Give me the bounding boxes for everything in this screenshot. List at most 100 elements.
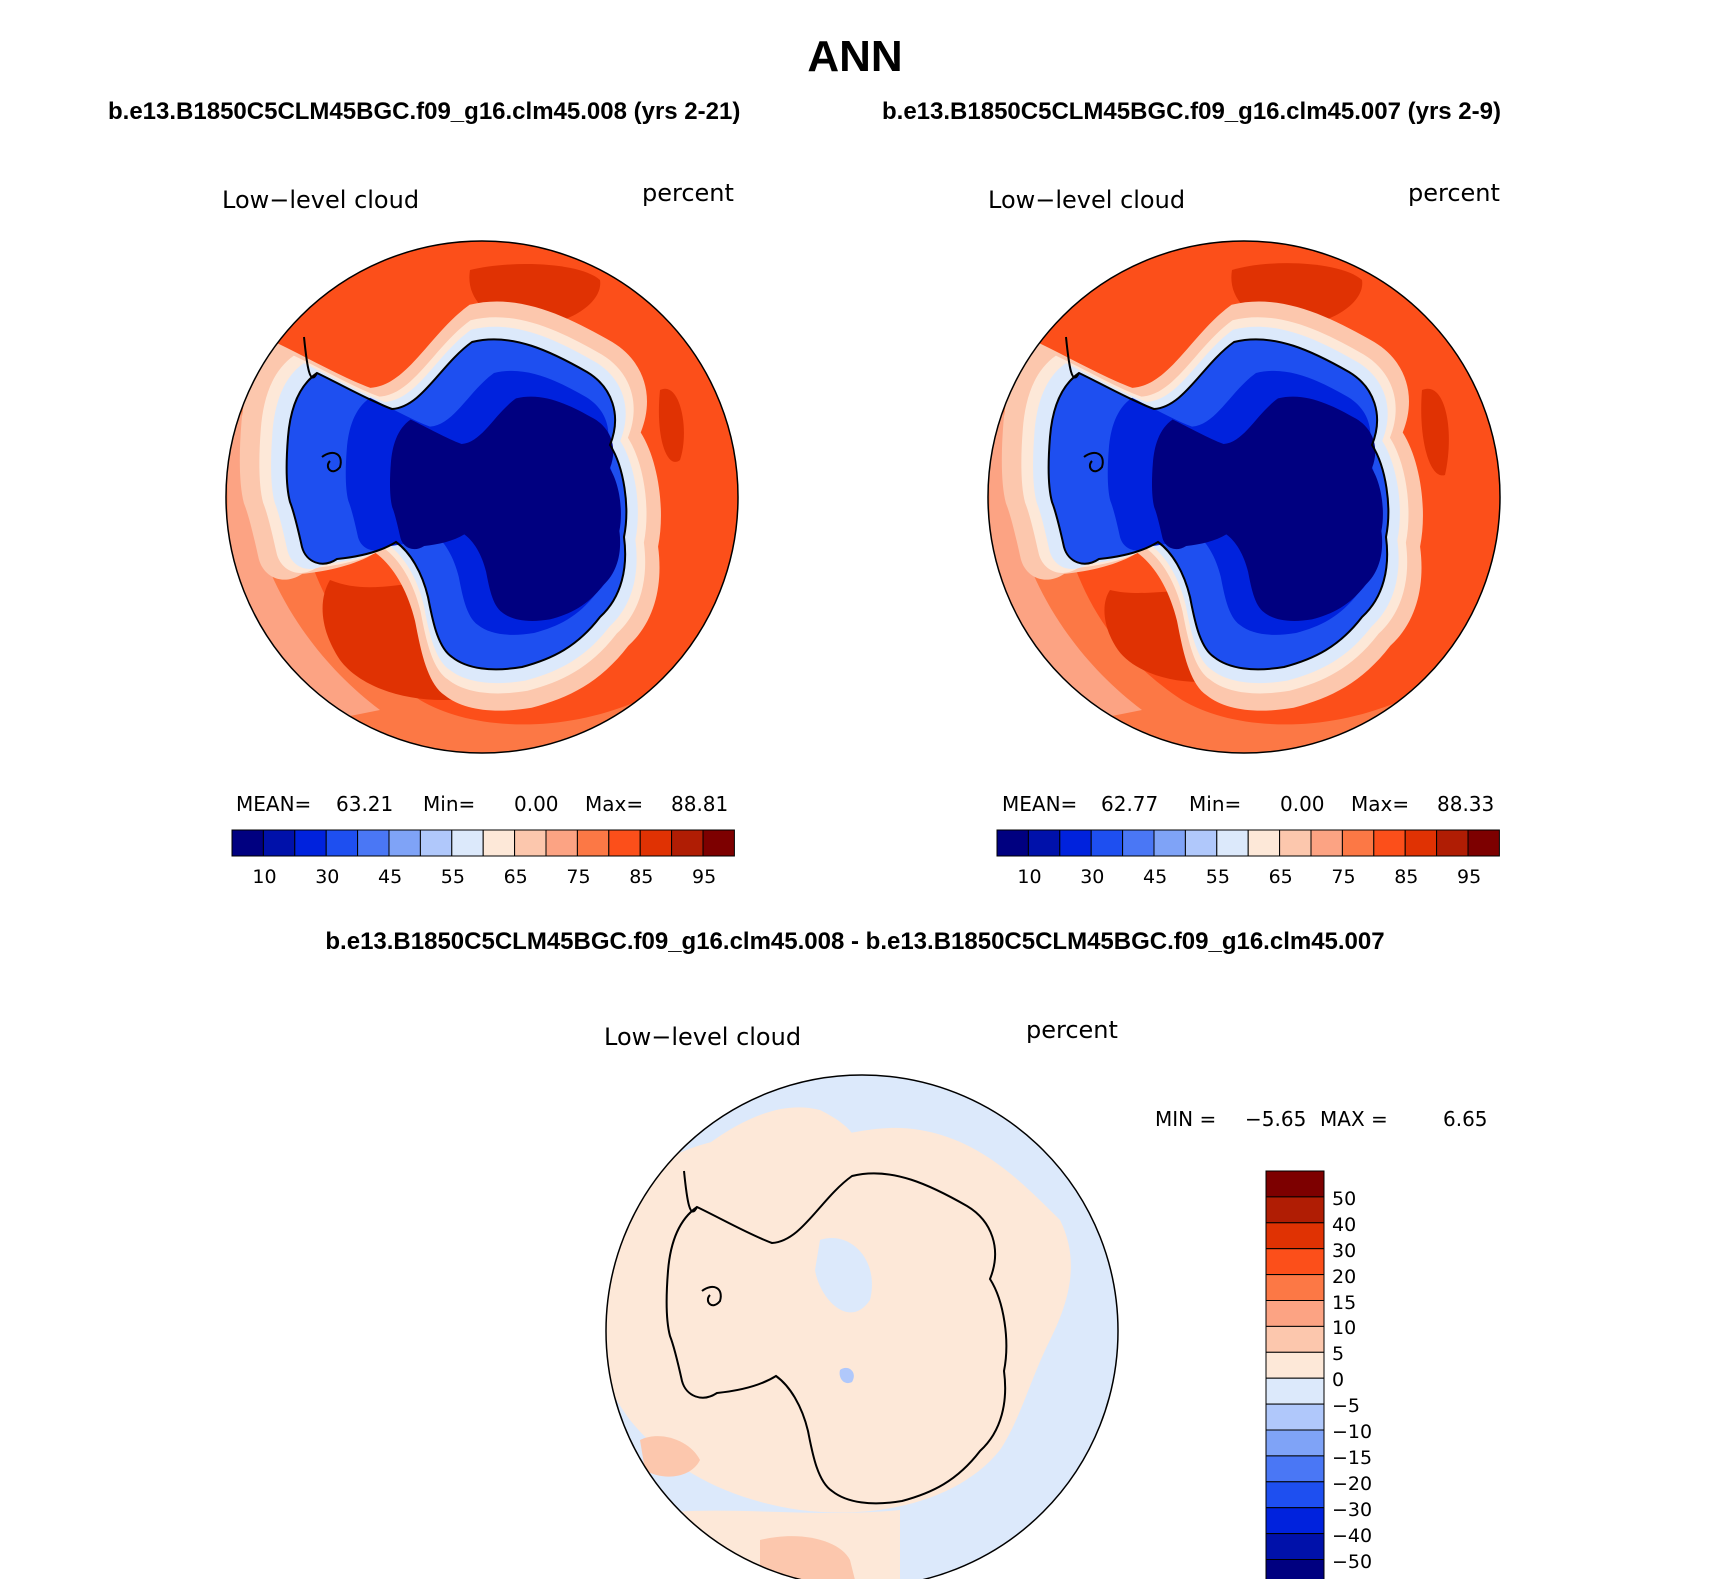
colorbar-tick-label: 55 [1205,866,1230,888]
diff-title: b.e13.B1850C5CLM45BGC.f09_g16.clm45.008 … [325,928,1385,955]
colorbar-tick-label: 75 [1331,866,1356,888]
colorbar-box [357,829,390,857]
colorbar-box [1341,829,1375,857]
colorbar-tick-label: 45 [1143,866,1168,888]
colorbar-tick-label: −5 [1332,1395,1361,1418]
field-region [640,1436,700,1477]
colorbar-box [639,829,673,857]
colorbar-box [1265,1559,1325,1579]
colorbar-tick-label: 15 [1332,1291,1357,1314]
colorbar-box [996,829,1029,857]
units-label-left: percent [642,179,734,207]
field-region [226,346,720,753]
max-value-left: 88.81 [671,792,729,816]
mean-value-left: 63.21 [336,792,394,816]
colorbar-box [671,829,704,857]
colorbar-tick-label: −30 [1332,1498,1373,1521]
colorbar-box [482,829,516,857]
colorbar-tick-label: −20 [1332,1472,1373,1495]
colorbar-box [1265,1222,1325,1250]
min-label-right: Min= [1189,792,1242,816]
min-value-right: 0.00 [1280,792,1325,816]
colorbar-tick-label: 45 [378,866,403,888]
map-boundary-right [987,240,1501,754]
diff-min-value: −5.65 [1245,1107,1307,1131]
colorbar-box [1265,1196,1325,1224]
field-region [1421,388,1449,476]
colorbar-tick-label: 10 [1017,866,1042,888]
mean-label-right: MEAN= [1002,792,1078,816]
colorbar-box [419,829,453,857]
colorbar-tick-label: 55 [440,866,465,888]
colorbar-box [1216,829,1249,857]
colorbar-tick-label: 40 [1332,1213,1357,1236]
colorbar-box [1153,829,1186,857]
map-boundary-diff [605,1074,1119,1579]
field-region [606,1510,900,1579]
map-panel-right [988,241,1500,753]
colorbar-box [1265,1274,1325,1301]
colorbar-box [1265,1248,1325,1276]
colorbar-tick-label: −40 [1332,1524,1373,1547]
colorbar-box [1436,829,1469,857]
colorbar-box [1373,829,1406,857]
colorbar-tick-label: 65 [1268,866,1293,888]
mean-value-right: 62.77 [1101,792,1159,816]
colorbar-box [1265,1170,1325,1198]
colorbar-box [388,829,421,857]
colorbar-tick-label: 30 [315,866,340,888]
colorbar-tick-label: −15 [1332,1446,1373,1469]
colorbar-tick-label: 0 [1332,1369,1345,1392]
colorbar-tick-label: 30 [1332,1239,1357,1262]
colorbar-tick-label: 95 [692,866,717,888]
case-title-left: b.e13.B1850C5CLM45BGC.f09_g16.clm45.008 … [108,98,741,125]
diff-max-value: 6.65 [1443,1107,1488,1131]
colorbar-box [1265,1377,1325,1405]
colorbar-tick-label: 10 [1332,1317,1357,1340]
field-region [815,1238,872,1313]
units-label-diff: percent [1026,1016,1118,1044]
colorbar-box [1404,829,1438,857]
map-boundary-left [225,240,739,754]
colorbar-box [576,829,610,857]
colorbar-tick-label: −10 [1332,1421,1373,1443]
colorbar-diff [1265,1170,1325,1579]
colorbar-box [1467,829,1500,857]
max-label-right: Max= [1351,792,1410,816]
colorbar-box [608,829,641,857]
colorbar-box [1265,1533,1325,1560]
units-label-right: percent [1408,179,1500,207]
field-region [760,1536,860,1579]
colorbar-tick-label: 5 [1332,1343,1345,1366]
colorbar-box [325,829,359,857]
colorbar-box [1265,1403,1325,1431]
colorbar-box [702,829,735,857]
colorbar-tick-label: 85 [1394,866,1419,888]
map-panel-left [226,241,738,753]
variable-label-left: Low−level cloud [222,186,420,214]
max-value-right: 88.33 [1437,792,1495,816]
colorbar-box [545,829,578,857]
colorbar-box [231,829,264,857]
colorbar-box [262,829,296,857]
colorbar-tick-label: 75 [566,866,591,888]
field-region [658,388,684,462]
min-value-left: 0.00 [514,792,559,816]
colorbar-box [1265,1455,1325,1483]
colorbar-tick-label: 65 [503,866,528,888]
diff-max-label: MAX = [1320,1107,1388,1131]
colorbar-tick-label: 85 [629,866,654,888]
colorbar-box [1265,1325,1325,1353]
colorbar-box [1265,1351,1325,1379]
colorbar-tick-label: 30 [1080,866,1105,888]
colorbar-tick-label: 50 [1332,1187,1357,1210]
colorbar-right [996,829,1500,857]
colorbar-box [1279,829,1312,857]
colorbar-box [1265,1429,1325,1457]
variable-label-diff: Low−level cloud [604,1023,802,1051]
diff-min-label: MIN = [1155,1107,1217,1131]
colorbar-box [1027,829,1061,857]
colorbar-tick-label: 95 [1457,866,1482,888]
field-region [988,346,1482,753]
